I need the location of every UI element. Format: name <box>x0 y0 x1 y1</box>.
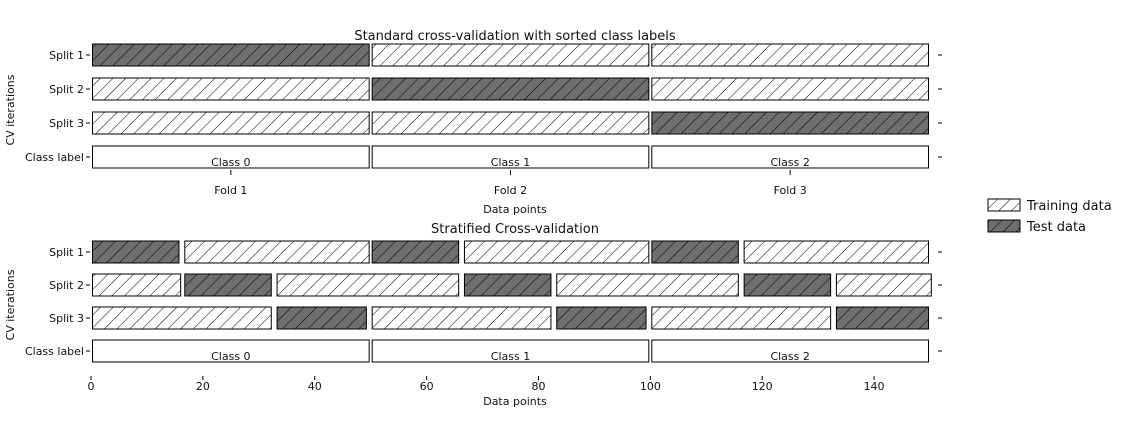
panel2-ytick-label: Split 1 <box>49 246 84 259</box>
panel2-xtick-label: 40 <box>308 380 322 393</box>
panel2-ytick-label: Split 2 <box>49 279 84 292</box>
panel2-test-bar <box>556 306 647 330</box>
panel2-train-bar <box>371 306 552 330</box>
panel2-train-bar <box>92 273 182 297</box>
legend: Training data Test data <box>987 198 1112 235</box>
panel2-ytick-label: Split 3 <box>49 312 84 325</box>
panel1-test-bar <box>92 43 370 67</box>
panel1-xtick-label: Fold 3 <box>774 184 807 197</box>
panel2-train-bar <box>556 273 739 297</box>
panel2-xtick-label: 120 <box>752 380 773 393</box>
panel2-train-bar <box>651 306 832 330</box>
legend-label-training: Training data <box>1026 199 1112 214</box>
panel1-class-label: Class 0 <box>211 156 250 169</box>
panel2-class-label: Class 1 <box>491 350 530 363</box>
panel1-class-bar <box>92 145 370 169</box>
panel2-train-bar <box>92 306 272 330</box>
panel2-xtick-label: 0 <box>88 380 95 393</box>
panel2-test-bar <box>371 240 460 264</box>
panel2-test-bar <box>184 273 272 297</box>
legend-swatch-training <box>987 198 1021 212</box>
panel2-train-bar <box>743 240 930 264</box>
panel2-xtick-label: 100 <box>640 380 661 393</box>
panel2-train-bar <box>184 240 370 264</box>
panel2-ylabel: CV iterations <box>4 269 17 340</box>
panel2-train-bar <box>276 273 460 297</box>
panel1-xtick-label: Fold 2 <box>494 184 527 197</box>
panel1-train-bar <box>371 111 650 135</box>
panel2-train-bar <box>835 273 932 297</box>
panel2-xtick-label: 20 <box>196 380 210 393</box>
panel2-xlabel: Data points <box>483 395 547 408</box>
legend-swatch-test <box>987 219 1021 233</box>
panel1-ytick-label: Class label <box>25 151 84 164</box>
panel2-xtick-label: 140 <box>864 380 885 393</box>
panel2-test-bar <box>651 240 739 264</box>
panel1-plot: Split 1 Split 2 Split 3 Class label Class 0 C… <box>25 43 942 197</box>
panel1-xlabel: Data points <box>483 203 547 216</box>
panel2-title: Stratified Cross-validation <box>431 222 599 237</box>
panel1-ytick-label: Split 3 <box>49 117 84 130</box>
panel1-train-bar <box>92 77 370 101</box>
panel2-xtick-label: 80 <box>531 380 545 393</box>
panel1-class-label: Class 1 <box>491 156 530 169</box>
panel2-ytick-label: Class label <box>25 345 84 358</box>
panel2-class-bar <box>92 339 370 363</box>
panel2-class-bar <box>371 339 650 363</box>
panel1-train-bar <box>651 43 929 67</box>
panel1-ylabel: CV iterations <box>4 74 17 145</box>
panel2-plot: Split 1 Split 2 Split 3 Class label Class 0 C… <box>25 240 942 393</box>
panel2-test-bar <box>743 273 832 297</box>
panel1-class-label: Class 2 <box>770 156 809 169</box>
panel1-ytick-label: Split 1 <box>49 49 84 62</box>
panel2-test-bar <box>463 273 552 297</box>
panel1-xtick-label: Fold 1 <box>214 184 247 197</box>
legend-label-test: Test data <box>1026 220 1086 235</box>
panel2-class-label: Class 0 <box>211 350 250 363</box>
panel2-test-bar <box>92 240 180 264</box>
panel1-train-bar <box>371 43 650 67</box>
panel1-train-bar <box>92 111 370 135</box>
panel1-test-bar <box>371 77 650 101</box>
panel2-test-bar <box>276 306 367 330</box>
panel1-title: Standard cross-validation with sorted cl… <box>354 29 676 44</box>
panel1-ytick-label: Split 2 <box>49 83 84 96</box>
panel2-class-label: Class 2 <box>770 350 809 363</box>
panel1-class-bar <box>371 145 650 169</box>
panel1-test-bar <box>651 111 929 135</box>
panel2-train-bar <box>463 240 650 264</box>
panel1-class-bar <box>651 145 929 169</box>
panel2-test-bar <box>835 306 929 330</box>
panel2-xtick-label: 60 <box>420 380 434 393</box>
panel2-class-bar <box>651 339 929 363</box>
panel1-train-bar <box>651 77 929 101</box>
